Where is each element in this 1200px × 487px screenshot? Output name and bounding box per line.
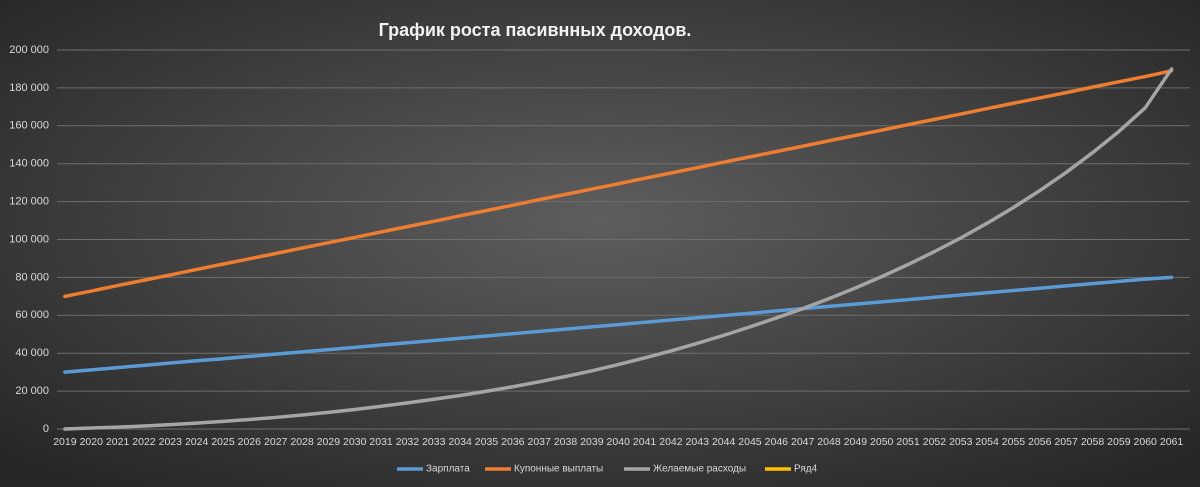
- x-tick-label: 2034: [448, 436, 472, 448]
- x-tick-label: 2032: [396, 436, 420, 448]
- x-tick-label: 2038: [554, 436, 578, 448]
- legend-label: Купонные выплаты: [514, 464, 603, 475]
- x-tick-label: 2046: [765, 436, 789, 448]
- y-tick-label: 100 000: [9, 233, 49, 245]
- x-tick-label: 2040: [607, 436, 631, 448]
- x-tick-label: 2023: [159, 436, 183, 448]
- x-tick-label: 2022: [132, 436, 156, 448]
- chart-title: График роста пасивнных доходов.: [379, 20, 692, 40]
- x-tick-label: 2061: [1160, 436, 1184, 448]
- x-tick-label: 2048: [817, 436, 841, 448]
- legend-label: Зарплата: [426, 464, 470, 475]
- x-tick-label: 2052: [923, 436, 947, 448]
- x-tick-label: 2031: [369, 436, 393, 448]
- x-tick-label: 2053: [949, 436, 973, 448]
- y-tick-label: 180 000: [9, 82, 49, 94]
- y-tick-label: 160 000: [9, 120, 49, 132]
- x-tick-label: 2020: [80, 436, 104, 448]
- x-tick-label: 2027: [264, 436, 288, 448]
- x-tick-label: 2051: [896, 436, 920, 448]
- x-tick-label: 2047: [791, 436, 815, 448]
- x-tick-label: 2033: [422, 436, 446, 448]
- x-tick-label: 2054: [975, 436, 999, 448]
- x-tick-label: 2060: [1134, 436, 1158, 448]
- y-tick-label: 140 000: [9, 158, 49, 170]
- x-tick-label: 2045: [738, 436, 762, 448]
- y-tick-label: 40 000: [15, 347, 49, 359]
- y-tick-label: 20 000: [15, 385, 49, 397]
- x-tick-label: 2058: [1081, 436, 1105, 448]
- x-tick-label: 2049: [844, 436, 868, 448]
- legend-label: Желаемые расходы: [653, 464, 746, 475]
- x-tick-label: 2037: [528, 436, 552, 448]
- x-tick-label: 2044: [712, 436, 736, 448]
- x-tick-label: 2019: [53, 436, 77, 448]
- series-line: [63, 69, 1174, 299]
- x-tick-label: 2025: [211, 436, 235, 448]
- x-tick-label: 2036: [501, 436, 525, 448]
- y-tick-label: 200 000: [9, 44, 49, 56]
- x-tick-label: 2059: [1107, 436, 1131, 448]
- x-tick-label: 2021: [106, 436, 130, 448]
- y-tick-label: 0: [43, 423, 49, 435]
- x-tick-label: 2029: [317, 436, 341, 448]
- x-tick-label: 2042: [659, 436, 683, 448]
- x-tick-label: 2030: [343, 436, 367, 448]
- x-tick-label: 2050: [870, 436, 894, 448]
- y-tick-label: 80 000: [15, 271, 49, 283]
- y-tick-label: 60 000: [15, 309, 49, 321]
- x-tick-label: 2024: [185, 436, 209, 448]
- x-tick-label: 2055: [1002, 436, 1026, 448]
- legend-label: Ряд4: [794, 464, 818, 475]
- y-tick-label: 120 000: [9, 196, 49, 208]
- x-tick-label: 2057: [1054, 436, 1078, 448]
- x-tick-label: 2028: [290, 436, 314, 448]
- series-line: [63, 67, 1174, 431]
- series-line: [63, 275, 1174, 374]
- x-tick-label: 2043: [686, 436, 710, 448]
- x-tick-label: 2041: [633, 436, 657, 448]
- x-tick-label: 2056: [1028, 436, 1052, 448]
- x-tick-label: 2039: [580, 436, 604, 448]
- x-tick-label: 2035: [475, 436, 499, 448]
- x-tick-label: 2026: [238, 436, 262, 448]
